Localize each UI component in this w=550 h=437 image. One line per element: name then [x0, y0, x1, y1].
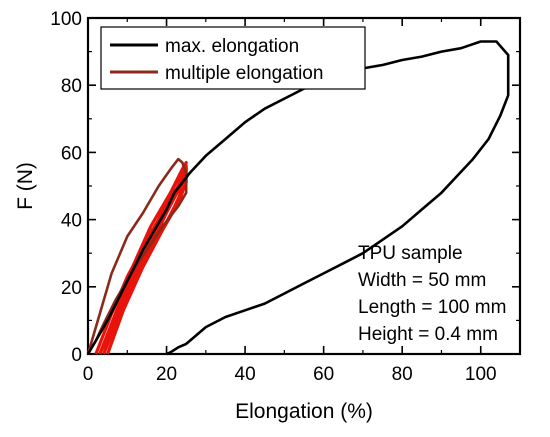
y-tick-label: 20 [61, 278, 82, 299]
tick-labels: 0 20 40 60 80 100 0 20 40 60 80 100 [50, 9, 496, 385]
annotation-line-length: Length = 100 mm [358, 297, 506, 318]
legend-label-multiple-elongation: multiple elongation [165, 63, 323, 84]
x-tick-label: 60 [313, 364, 334, 385]
legend-label-max-elongation: max. elongation [165, 36, 299, 57]
y-tick-label: 80 [61, 76, 82, 97]
y-tick-label: 0 [71, 345, 82, 366]
x-tick-label: 20 [156, 364, 177, 385]
y-tick-label: 60 [61, 143, 82, 164]
series-line-max-elongation [86, 40, 510, 356]
axis-ticks [87, 17, 520, 355]
y-tick-label: 100 [50, 9, 82, 30]
cyclic-loop-line [106, 174, 188, 355]
x-axis-title: Elongation (%) [235, 400, 373, 423]
y-axis-title: F (N) [14, 162, 37, 210]
x-tick-label: 80 [392, 364, 413, 385]
x-tick-label: 0 [83, 364, 94, 385]
y-tick-label: 40 [61, 211, 82, 232]
annotation-line-width: Width = 50 mm [358, 270, 486, 291]
legend: max. elongation multiple elongation [100, 26, 366, 90]
annotation-line-height: Height = 0.4 mm [358, 324, 498, 345]
legend-box [100, 26, 366, 90]
x-tick-label: 40 [235, 364, 256, 385]
series-group [86, 40, 510, 356]
annotation-line-sample: TPU sample [358, 243, 463, 264]
annotation: TPU sample Width = 50 mm Length = 100 mm… [358, 243, 506, 345]
x-tick-label: 100 [465, 364, 497, 385]
series-line-multiple-elongation [86, 157, 188, 355]
